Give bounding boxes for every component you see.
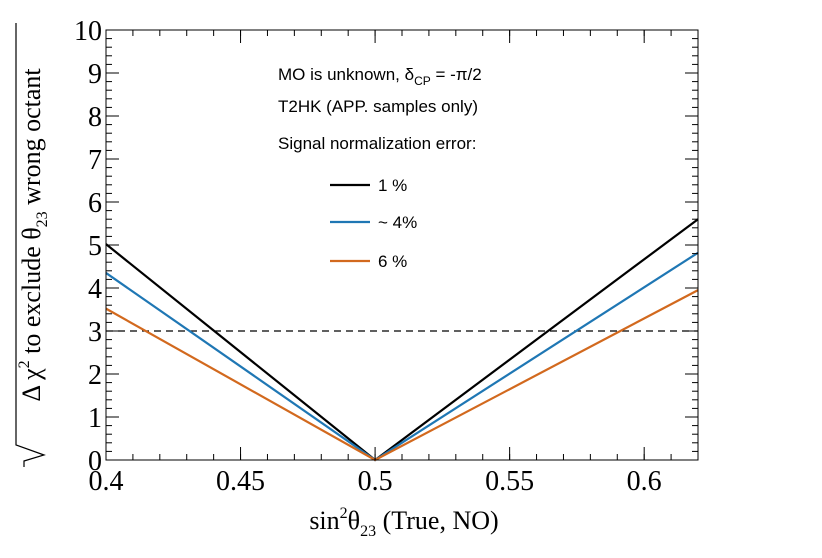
- legend-label-3: 6 %: [378, 252, 407, 271]
- x-tick-label: 0.4: [89, 466, 124, 497]
- y-tick-label: 5: [88, 231, 102, 262]
- x-tick-label: 0.6: [627, 466, 662, 497]
- tick-label-layer: 0 1 2 3 4 5 6 7 8 9 10 0.4 0.45 0.5 0.55 0.6: [74, 16, 662, 497]
- y-tick-label: 3: [88, 317, 102, 348]
- x-tick-label: 0.5: [358, 466, 393, 497]
- y-tick-label: 9: [88, 59, 102, 90]
- y-tick-label: 1: [88, 403, 102, 434]
- legend-label-2: ~ 4%: [378, 213, 417, 232]
- x-axis-label: sin2θ23 (True, NO): [309, 505, 498, 540]
- y-tick-label: 2: [88, 360, 102, 391]
- y-axis-label-text: Δ χ2 to exclude θ23 wrong octant: [16, 68, 51, 402]
- annotation-experiment: T2HK (APP. samples only): [278, 97, 478, 116]
- legend-label-1: 1 %: [378, 176, 407, 195]
- x-tick-label: 0.55: [485, 466, 534, 497]
- tick-layer: [105, 29, 699, 461]
- sqrt-sign-icon: [15, 23, 46, 467]
- y-tick-label: 8: [88, 102, 102, 133]
- y-tick-label: 10: [74, 16, 102, 47]
- y-tick-label: 4: [88, 274, 102, 305]
- annotation-normalization-title: Signal normalization error:: [278, 134, 476, 153]
- annotation-mo-unknown: MO is unknown, δCP = -π/2: [278, 65, 482, 88]
- y-tick-label: 0: [88, 446, 102, 477]
- legend: 1 % ~ 4% 6 %: [330, 176, 417, 271]
- x-tick-label: 0.45: [216, 466, 265, 497]
- y-axis-label: Δ χ2 to exclude θ23 wrong octant: [15, 23, 51, 467]
- y-tick-label: 7: [88, 145, 102, 176]
- y-tick-label: 6: [88, 188, 102, 219]
